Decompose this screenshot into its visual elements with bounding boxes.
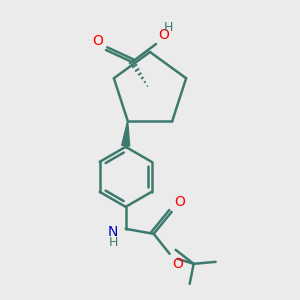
Polygon shape [122, 121, 130, 146]
Text: O: O [92, 34, 103, 48]
Text: O: O [175, 195, 185, 209]
Text: O: O [158, 28, 169, 42]
Text: H: H [108, 236, 118, 249]
Text: H: H [164, 21, 173, 34]
Text: O: O [173, 257, 184, 271]
Text: N: N [107, 225, 118, 239]
